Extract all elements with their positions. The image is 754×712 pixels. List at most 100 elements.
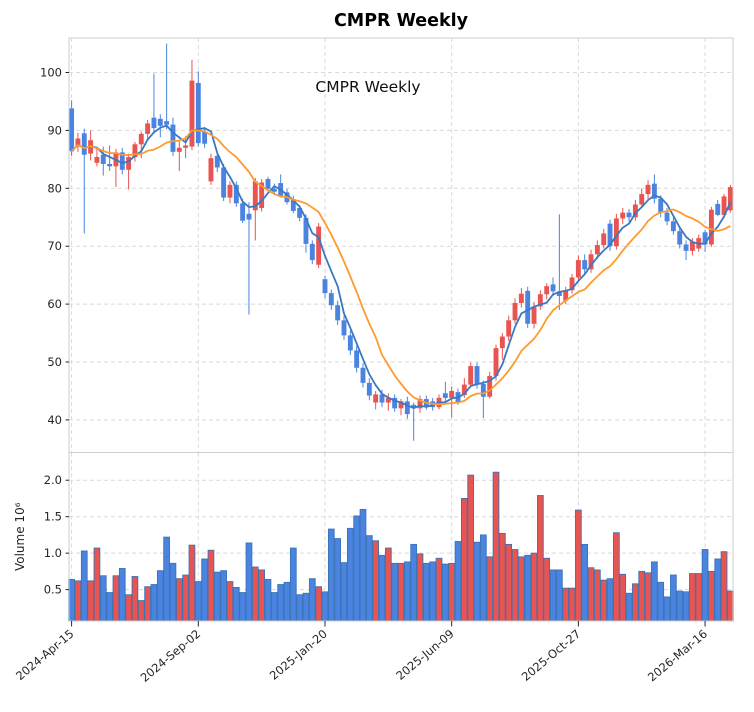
candle-body xyxy=(537,294,543,307)
volume-bar xyxy=(499,533,506,622)
volume-bar xyxy=(556,569,563,622)
volume-bar xyxy=(308,578,316,622)
candle xyxy=(480,380,486,419)
candle-body xyxy=(69,108,75,152)
candle-body xyxy=(322,279,328,294)
candle-body xyxy=(221,167,227,198)
price-panel xyxy=(69,43,733,441)
candle xyxy=(518,287,524,308)
candle-body xyxy=(626,212,632,218)
candle xyxy=(512,298,518,324)
candle xyxy=(575,255,581,283)
candle-body xyxy=(208,158,214,182)
candle-body xyxy=(138,133,144,145)
x-tick-label: 2024-Sep-02 xyxy=(138,627,204,685)
candle xyxy=(69,100,75,156)
candle xyxy=(442,381,448,402)
volume-bar xyxy=(302,592,310,622)
price-tick-label: 50 xyxy=(47,355,62,369)
volume-bar xyxy=(359,508,367,622)
candle-body xyxy=(385,397,391,403)
volume-tick-label: 1.5 xyxy=(44,510,62,524)
volume-bar xyxy=(277,584,284,622)
candle xyxy=(417,395,423,413)
candle-body xyxy=(556,291,562,296)
volume-bar xyxy=(454,541,462,622)
candle-body xyxy=(442,393,448,398)
candle-body xyxy=(373,394,379,403)
volume-bar xyxy=(125,594,132,622)
volume-bar xyxy=(239,592,246,622)
volume-bar xyxy=(441,563,449,622)
candle-body xyxy=(474,366,480,385)
candle xyxy=(278,174,284,197)
candle-body xyxy=(664,212,670,222)
candle xyxy=(588,249,594,273)
candle xyxy=(385,393,391,411)
candle-body xyxy=(708,209,714,245)
candle xyxy=(487,371,493,399)
volume-bar xyxy=(467,474,475,622)
candle-body xyxy=(290,199,296,211)
volume-bar xyxy=(625,592,633,622)
candle-body xyxy=(119,152,125,170)
candle xyxy=(176,140,182,171)
volume-bar xyxy=(708,570,715,622)
candle-body xyxy=(468,366,474,385)
ma-long-line xyxy=(70,129,731,406)
volume-bar xyxy=(118,568,126,622)
candle-body xyxy=(265,179,271,189)
candle xyxy=(208,153,214,185)
price-panel-border xyxy=(68,37,734,453)
candle-body xyxy=(632,204,638,218)
volume-bar xyxy=(638,570,646,622)
volume-bar xyxy=(80,550,88,622)
volume-tick-label: 2.0 xyxy=(44,473,62,487)
candle-body xyxy=(176,147,182,152)
volume-bar xyxy=(232,586,240,622)
volume-bar xyxy=(270,592,278,622)
candle xyxy=(354,345,360,373)
candle-body xyxy=(233,184,239,204)
volume-bar xyxy=(397,562,405,622)
candle xyxy=(499,333,505,360)
volume-bar xyxy=(251,566,259,622)
candle-body xyxy=(721,196,727,215)
candle-body xyxy=(525,290,531,324)
candle xyxy=(620,207,626,225)
candle-body xyxy=(151,117,157,129)
candle-body xyxy=(499,336,505,349)
volume-bar xyxy=(391,562,399,622)
candle xyxy=(151,73,157,132)
volume-bar xyxy=(460,498,468,622)
moving-averages xyxy=(70,124,732,409)
candle-body xyxy=(506,320,512,337)
candle xyxy=(119,147,125,175)
candle xyxy=(582,254,588,274)
volume-bar xyxy=(689,573,696,622)
volume-bar xyxy=(410,543,418,622)
candle-body xyxy=(594,245,600,255)
candle-body xyxy=(170,124,176,152)
candle xyxy=(252,177,258,241)
candle xyxy=(335,300,341,325)
volume-bar xyxy=(194,581,202,622)
candle xyxy=(639,188,645,208)
volume-axis-label: Volume 10⁶ xyxy=(13,502,27,571)
volume-bar xyxy=(131,576,139,622)
gridlines xyxy=(69,38,733,621)
candle-body xyxy=(354,350,360,368)
volume-bar xyxy=(163,536,170,622)
volume-bar xyxy=(144,586,151,622)
inplot-symbol-label: CMPR Weekly xyxy=(315,78,420,96)
ma-short-line xyxy=(70,124,732,409)
candle xyxy=(347,330,353,356)
candle-body xyxy=(259,182,265,208)
candle xyxy=(537,290,543,310)
candle-body xyxy=(702,232,708,245)
volume-bar xyxy=(613,532,620,622)
volume-bar xyxy=(68,578,75,622)
candle-body xyxy=(347,335,353,351)
volume-bar xyxy=(372,540,380,622)
